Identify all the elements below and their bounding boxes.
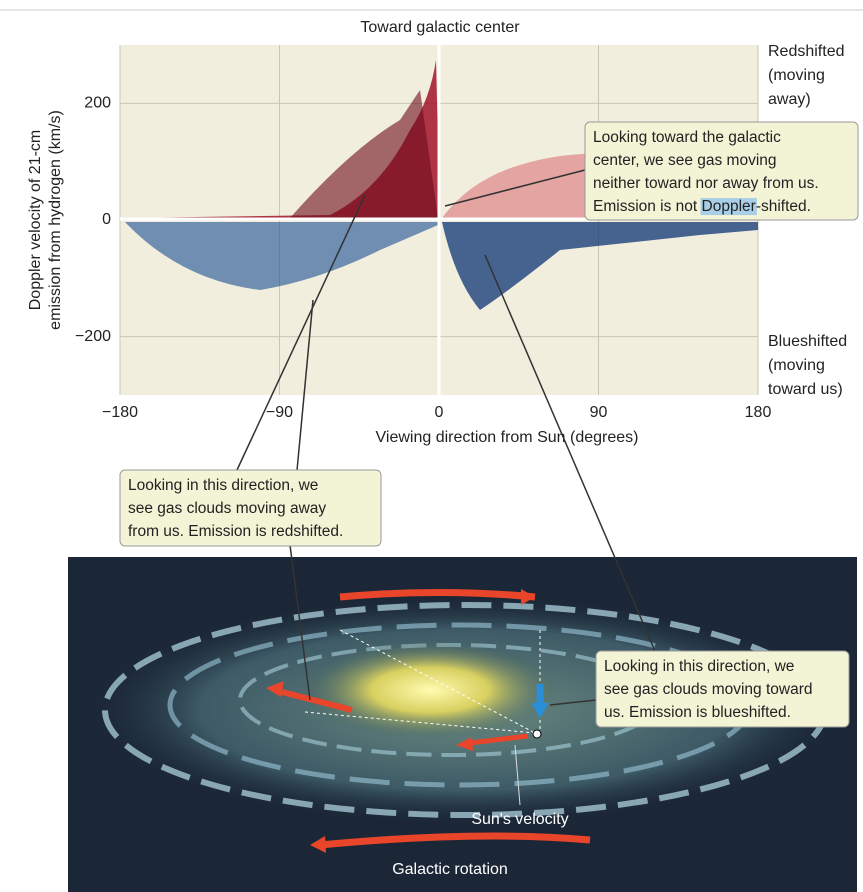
callouts: Looking toward the galactic center, we se… [119, 121, 859, 728]
callout-text: Emission is not [593, 198, 702, 215]
redshift-label: Redshifted [768, 43, 845, 60]
sightline [339, 629, 536, 734]
x-tick-label: 0 [435, 404, 444, 421]
leader-line [236, 194, 366, 471]
x-tick-label: 180 [745, 404, 772, 421]
leader-line [514, 744, 521, 806]
redshift-emission-core [290, 90, 438, 218]
sightline [304, 711, 536, 734]
arrow-head [531, 703, 549, 718]
callout-text: neither toward nor away from us. [593, 175, 819, 192]
callout-text: Looking in this direction, we [604, 658, 794, 675]
callout-text: see gas clouds moving away [128, 500, 326, 517]
leader-line [484, 254, 656, 652]
y-axis-label: Doppler velocity of 21-cm [27, 130, 44, 311]
rotation-arrow [319, 832, 591, 849]
gas-velocity-arrow [281, 689, 353, 713]
blueshift-emission-core [442, 222, 758, 310]
blueshift-emission [125, 222, 438, 290]
sun-velocity-arrow [469, 733, 529, 746]
sun-velocity-label: Sun's velocity [471, 811, 568, 828]
rotation-label: Galactic rotation [392, 861, 508, 878]
callout-text: Looking toward the galactic [593, 129, 781, 146]
glossary-link[interactable]: Doppler [702, 198, 756, 215]
y-axis-label: emission from hydrogen (km/s) [47, 110, 64, 330]
leader-line [289, 544, 311, 701]
y-tick-label: −200 [75, 328, 111, 345]
arrow-head [310, 836, 326, 853]
y-tick-label: 0 [102, 211, 111, 228]
callout-text: center, we see gas moving [593, 152, 777, 169]
arrow-head [456, 737, 473, 751]
arrow-head [266, 681, 284, 697]
callout-text: Emission is not Doppler-shifted. [593, 198, 811, 215]
galactic-bulge [300, 640, 560, 740]
redshift-label: (moving [768, 67, 825, 84]
highlight [700, 198, 757, 216]
plot-title: Toward galactic center [360, 19, 520, 36]
redshift-label: away) [768, 91, 811, 108]
rotation-arrow [339, 589, 536, 601]
leader-line [549, 699, 597, 706]
arrow-head [521, 589, 535, 605]
plot: Toward galactic center Viewing direction… [27, 19, 847, 446]
x-axis-label: Viewing direction from Sun (degrees) [376, 429, 639, 446]
x-tick-label: −180 [102, 404, 138, 421]
blueshift-label: (moving [768, 357, 825, 374]
callout-box [119, 469, 382, 547]
blueshift-label: toward us) [768, 381, 843, 398]
callout-box [595, 650, 850, 728]
x-tick-label: −90 [266, 404, 293, 421]
x-tick-label: 90 [590, 404, 608, 421]
callout-text: us. Emission is blueshifted. [604, 704, 791, 721]
callout-text: from us. Emission is redshifted. [128, 523, 343, 540]
leader-line [444, 169, 586, 207]
callout-text: see gas clouds moving toward [604, 681, 813, 698]
callout-text: Looking in this direction, we [128, 477, 318, 494]
sun-marker [532, 729, 542, 739]
callout-text: -shifted. [756, 198, 811, 215]
y-tick-label: 200 [84, 95, 111, 112]
blueshift-label: Blueshifted [768, 333, 847, 350]
callout-box [584, 121, 859, 221]
